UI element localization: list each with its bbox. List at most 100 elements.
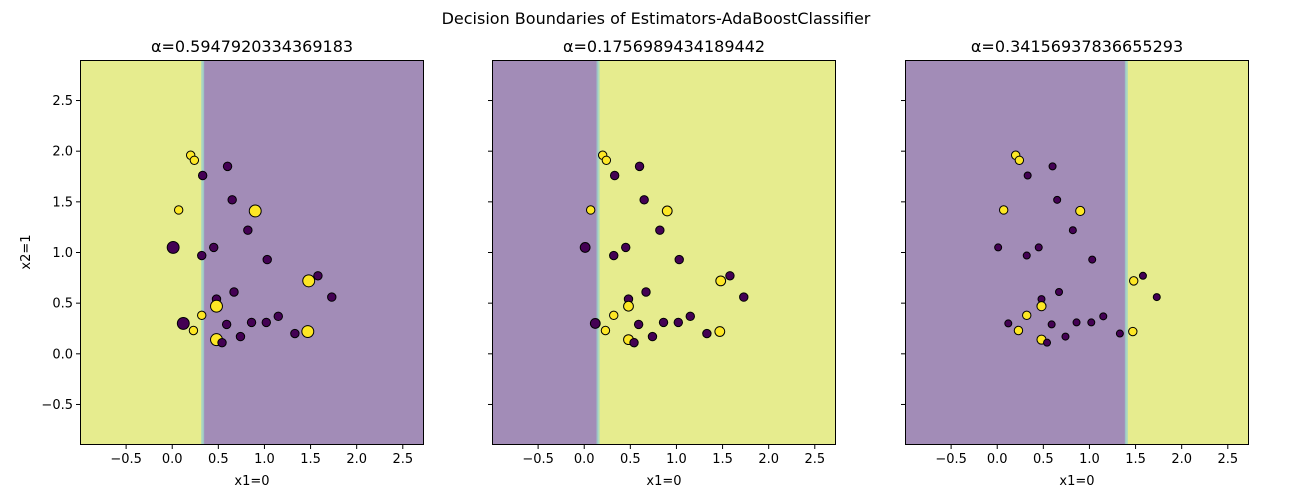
decision-region-right <box>598 60 836 445</box>
x-tick-label: 1.5 <box>300 452 321 467</box>
data-point <box>1072 318 1081 327</box>
y-axis-label: x2=1 <box>19 234 34 269</box>
data-point <box>235 331 246 342</box>
data-point <box>1004 319 1013 328</box>
x-tick-label: 2.0 <box>346 452 367 467</box>
data-point <box>210 299 223 313</box>
x-tick-label: 2.0 <box>758 452 779 467</box>
decision-boundary <box>1124 60 1128 445</box>
data-point <box>1099 312 1108 321</box>
y-tick-label: 0.0 <box>52 347 73 362</box>
data-point <box>189 155 200 166</box>
data-point <box>1013 325 1024 336</box>
data-point <box>674 254 684 265</box>
figure-title: Decision Boundaries of Estimators-AdaBoo… <box>442 9 871 28</box>
data-point <box>998 205 1009 215</box>
data-point <box>623 300 634 312</box>
subplot-title: α=0.34156937836655293 <box>971 37 1183 56</box>
data-point <box>714 326 726 337</box>
data-point <box>1014 155 1025 166</box>
x-tick-label: 0.5 <box>208 452 229 467</box>
data-point <box>600 325 611 336</box>
x-tick-label: 1.5 <box>712 452 733 467</box>
data-point <box>1023 171 1032 180</box>
data-point <box>188 325 199 336</box>
data-point <box>217 337 227 348</box>
data-point <box>609 310 619 321</box>
x-tick-label: 0.5 <box>1033 452 1054 467</box>
data-point <box>227 195 237 205</box>
data-point <box>327 292 337 302</box>
data-point <box>994 243 1003 252</box>
x-tick-label: −0.5 <box>522 452 554 467</box>
subplot-title: α=0.1756989434189442 <box>563 37 765 56</box>
x-tick-label: 0.0 <box>162 452 183 467</box>
data-point <box>589 318 601 329</box>
data-point <box>197 250 207 261</box>
x-tick-label: −0.5 <box>935 452 967 467</box>
data-point <box>633 319 644 330</box>
y-tick-label: 1.5 <box>52 195 73 210</box>
data-point <box>209 242 219 253</box>
plot-frame <box>80 60 424 445</box>
data-point <box>702 328 712 339</box>
data-point <box>609 250 619 261</box>
data-point <box>243 225 253 235</box>
data-point <box>641 287 651 297</box>
x-axis-label: x1=0 <box>234 474 269 489</box>
data-point <box>601 155 612 166</box>
x-tick-label: 1.5 <box>1125 452 1146 467</box>
data-point <box>197 170 208 181</box>
data-point <box>290 328 300 339</box>
data-point <box>634 161 645 172</box>
y-tick-label: 2.0 <box>52 145 73 160</box>
y-tick-label: 2.5 <box>52 94 73 109</box>
x-tick-label: 1.0 <box>254 452 275 467</box>
x-tick-label: 2.5 <box>804 452 825 467</box>
x-tick-label: 2.5 <box>392 452 413 467</box>
decision-region-right <box>202 60 424 445</box>
data-point <box>166 240 180 254</box>
x-tick-label: 0.0 <box>574 452 595 467</box>
data-point <box>246 317 257 328</box>
x-tick-label: 2.0 <box>1171 452 1192 467</box>
x-tick-label: −0.5 <box>110 452 142 467</box>
subplot-3: −0.5 0.0 0.5 1.0 1.5 2.0 2.5 α=0.34156937836655… <box>901 37 1249 489</box>
data-point <box>173 205 184 215</box>
data-point <box>658 317 669 328</box>
data-point <box>715 275 727 287</box>
data-point <box>1088 255 1097 264</box>
x-axis-label: x1=0 <box>646 474 681 489</box>
data-point <box>639 195 649 205</box>
data-point <box>313 271 323 281</box>
data-point <box>629 337 639 348</box>
data-point <box>1068 226 1077 235</box>
x-tick-label: 0.5 <box>620 452 641 467</box>
x-tick-label: 2.5 <box>1217 452 1238 467</box>
data-point <box>261 317 271 328</box>
data-point <box>1022 251 1031 260</box>
data-point <box>1138 271 1147 280</box>
x-tick-label: 1.0 <box>1079 452 1100 467</box>
decision-region-left <box>80 60 203 445</box>
data-point <box>1152 293 1161 302</box>
subplots: −0.5 0.0 0.5 1.0 1.5 2.0 2.5 −0.5 0.0 0.5 1.0 1.5 2.… <box>41 37 1249 489</box>
data-point <box>1075 205 1086 217</box>
data-point <box>222 161 233 172</box>
x-axis-label: x1=0 <box>1059 474 1094 489</box>
data-point <box>685 311 695 322</box>
data-point <box>621 242 631 253</box>
y-tick-label: −0.5 <box>41 398 73 413</box>
decision-boundary <box>596 60 600 445</box>
subplot-1: −0.5 0.0 0.5 1.0 1.5 2.0 2.5 −0.5 0.0 0.5 1.0 1.5 2.… <box>41 37 424 489</box>
x-tick-label: 0.0 <box>987 452 1008 467</box>
data-point <box>1034 243 1043 252</box>
data-point <box>302 274 316 288</box>
data-point <box>1115 329 1124 338</box>
decision-region-left <box>905 60 1127 445</box>
subplot-2: −0.5 0.0 0.5 1.0 1.5 2.0 2.5 α=0.17569894341894… <box>488 37 836 489</box>
data-point <box>655 225 665 235</box>
data-point <box>1043 338 1052 347</box>
data-point <box>1047 320 1056 329</box>
